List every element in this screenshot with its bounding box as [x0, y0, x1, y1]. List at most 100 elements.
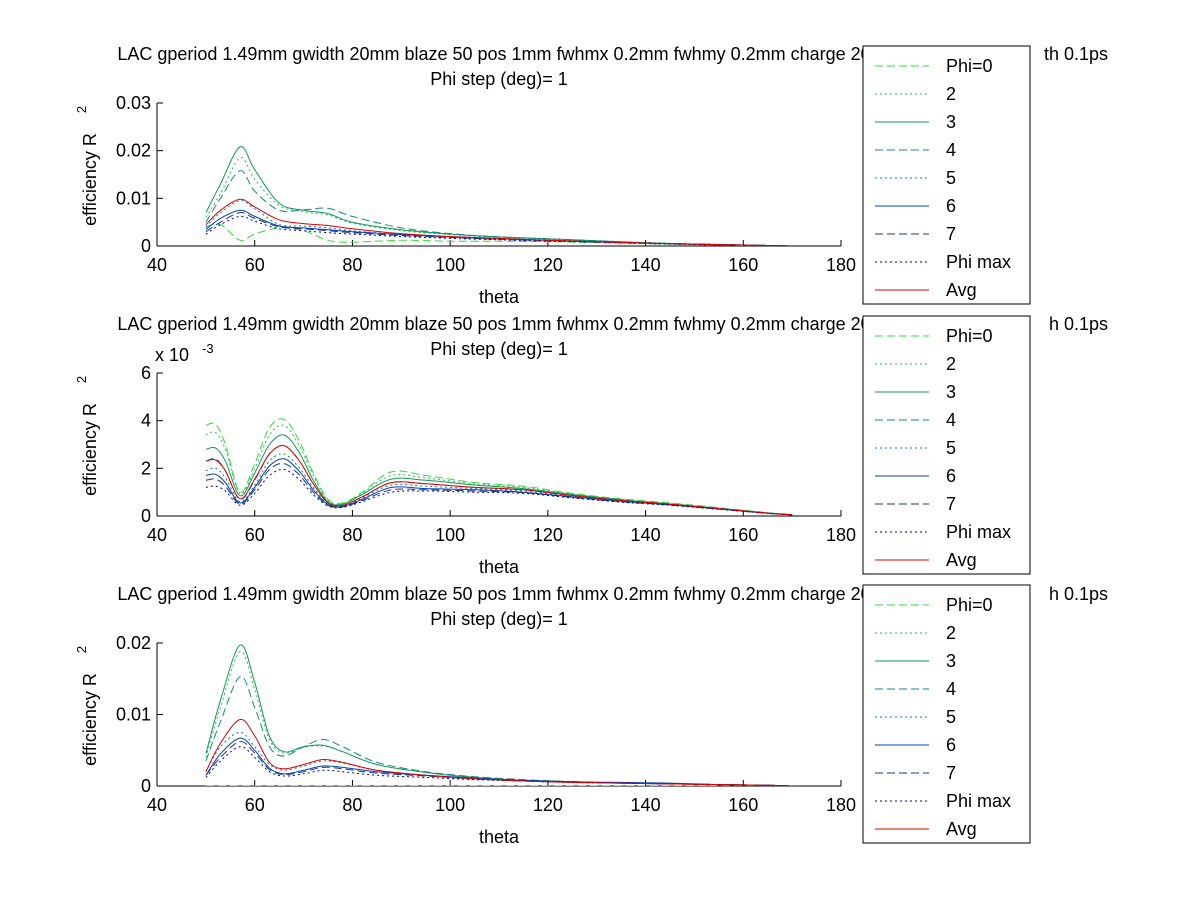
- legend-label: 6: [946, 196, 956, 216]
- x-tick-label: 140: [631, 255, 661, 275]
- x-tick-label: 80: [342, 795, 362, 815]
- legend-label: Phi max: [946, 791, 1011, 811]
- chart-title-tail: h 0.1ps: [1049, 584, 1108, 604]
- plot-area: [205, 146, 793, 246]
- y-tick-label: 4: [141, 411, 151, 431]
- y-tick-label: 0.02: [116, 633, 151, 653]
- series-line-phi-max: [205, 215, 793, 246]
- x-tick-label: 40: [147, 255, 167, 275]
- chart-subtitle: Phi step (deg)= 1: [430, 69, 568, 89]
- subplots-container: LAC gperiod 1.49mm gwidth 20mm blaze 50 …: [74, 44, 1108, 847]
- x-tick-label: 140: [631, 795, 661, 815]
- x-tick-label: 40: [147, 525, 167, 545]
- chart-title: LAC gperiod 1.49mm gwidth 20mm blaze 50 …: [117, 314, 880, 334]
- x-tick-label: 40: [147, 795, 167, 815]
- series-line-avg: [205, 445, 793, 516]
- chart-title-tail: h 0.1ps: [1049, 314, 1108, 334]
- legend-label: Phi=0: [946, 326, 993, 346]
- x-tick-label: 140: [631, 525, 661, 545]
- legend: Phi=0 2 3 4 5 6 7 Phi max Avg: [862, 315, 1031, 575]
- chart-subtitle: Phi step (deg)= 1: [430, 609, 568, 629]
- legend-label: Avg: [946, 550, 977, 570]
- legend-label: Phi max: [946, 522, 1011, 542]
- subplot-2: LAC gperiod 1.49mm gwidth 20mm blaze 50 …: [74, 314, 1108, 577]
- x-tick-label: 80: [342, 525, 362, 545]
- series-line-7: [205, 462, 793, 516]
- legend-label: Avg: [946, 819, 977, 839]
- legend-box: [862, 584, 1031, 844]
- legend-label: 5: [946, 438, 956, 458]
- y-axis-label-superscript: 2: [74, 106, 89, 113]
- x-tick-label: 120: [533, 255, 563, 275]
- x-tick-label: 180: [826, 795, 856, 815]
- legend-label: 2: [946, 84, 956, 104]
- x-axis-label: theta: [479, 287, 520, 307]
- legend: Phi=0 2 3 4 5 6 7 Phi max Avg: [862, 584, 1031, 844]
- legend-label: 3: [946, 112, 956, 132]
- legend: Phi=0 2 3 4 5 6 7 Phi max Avg: [862, 45, 1031, 305]
- x-tick-label: 100: [435, 795, 465, 815]
- x-tick-label: 60: [245, 255, 265, 275]
- x-tick-label: 80: [342, 255, 362, 275]
- series-line-6: [205, 458, 793, 516]
- legend-label: Phi=0: [946, 595, 993, 615]
- subplot-1: LAC gperiod 1.49mm gwidth 20mm blaze 50 …: [74, 44, 1108, 307]
- x-axis-label: theta: [479, 557, 520, 577]
- legend-label: 7: [946, 224, 956, 244]
- series-line-phi-max: [205, 746, 793, 786]
- subplot-3: LAC gperiod 1.49mm gwidth 20mm blaze 50 …: [74, 584, 1108, 847]
- chart-title: LAC gperiod 1.49mm gwidth 20mm blaze 50 …: [117, 584, 880, 604]
- y-tick-label: 0.02: [116, 141, 151, 161]
- legend-label: 7: [946, 763, 956, 783]
- x-tick-label: 160: [728, 525, 758, 545]
- series-line-4: [205, 170, 793, 246]
- y-tick-label: 0.03: [116, 93, 151, 113]
- legend-label: 3: [946, 651, 956, 671]
- series-line-phi-0: [205, 418, 793, 516]
- x-tick-label: 160: [728, 795, 758, 815]
- series-line-avg: [205, 718, 793, 786]
- chart-title: LAC gperiod 1.49mm gwidth 20mm blaze 50 …: [117, 44, 880, 64]
- x-axis-label: theta: [479, 827, 520, 847]
- y-tick-label: 0: [141, 506, 151, 526]
- x-tick-label: 160: [728, 255, 758, 275]
- plot-area: [205, 418, 793, 516]
- y-tick-label: 0.01: [116, 705, 151, 725]
- y-axis-label: efficiency R: [80, 403, 100, 496]
- y-axis-label: efficiency R: [80, 673, 100, 766]
- legend-label: 4: [946, 410, 956, 430]
- series-line-phi-0: [205, 223, 793, 246]
- x-tick-label: 180: [826, 255, 856, 275]
- legend-box: [862, 315, 1031, 575]
- x-tick-label: 60: [245, 525, 265, 545]
- legend-label: 7: [946, 494, 956, 514]
- series-line-6: [205, 737, 793, 786]
- y-axis-label-superscript: 2: [74, 376, 89, 383]
- x-tick-label: 100: [435, 255, 465, 275]
- legend-box: [862, 45, 1031, 305]
- legend-label: 5: [946, 707, 956, 727]
- y-tick-label: 6: [141, 363, 151, 383]
- y-tick-label: 0: [141, 776, 151, 796]
- y-tick-label: 0.01: [116, 188, 151, 208]
- legend-label: 6: [946, 735, 956, 755]
- x-tick-label: 180: [826, 525, 856, 545]
- x-tick-label: 120: [533, 525, 563, 545]
- legend-label: Avg: [946, 280, 977, 300]
- legend-label: 2: [946, 623, 956, 643]
- y-exponent-superscript: -3: [202, 341, 214, 356]
- y-axis-label-superscript: 2: [74, 646, 89, 653]
- legend-label: 3: [946, 382, 956, 402]
- legend-label: Phi=0: [946, 56, 993, 76]
- legend-label: 2: [946, 354, 956, 374]
- x-tick-label: 60: [245, 795, 265, 815]
- legend-label: 4: [946, 679, 956, 699]
- chart-subtitle: Phi step (deg)= 1: [430, 339, 568, 359]
- y-exponent-label: x 10: [155, 345, 189, 365]
- series-line-avg: [205, 198, 793, 246]
- chart-title-tail: th 0.1ps: [1044, 44, 1108, 64]
- legend-label: 4: [946, 140, 956, 160]
- x-tick-label: 100: [435, 525, 465, 545]
- legend-label: Phi max: [946, 252, 1011, 272]
